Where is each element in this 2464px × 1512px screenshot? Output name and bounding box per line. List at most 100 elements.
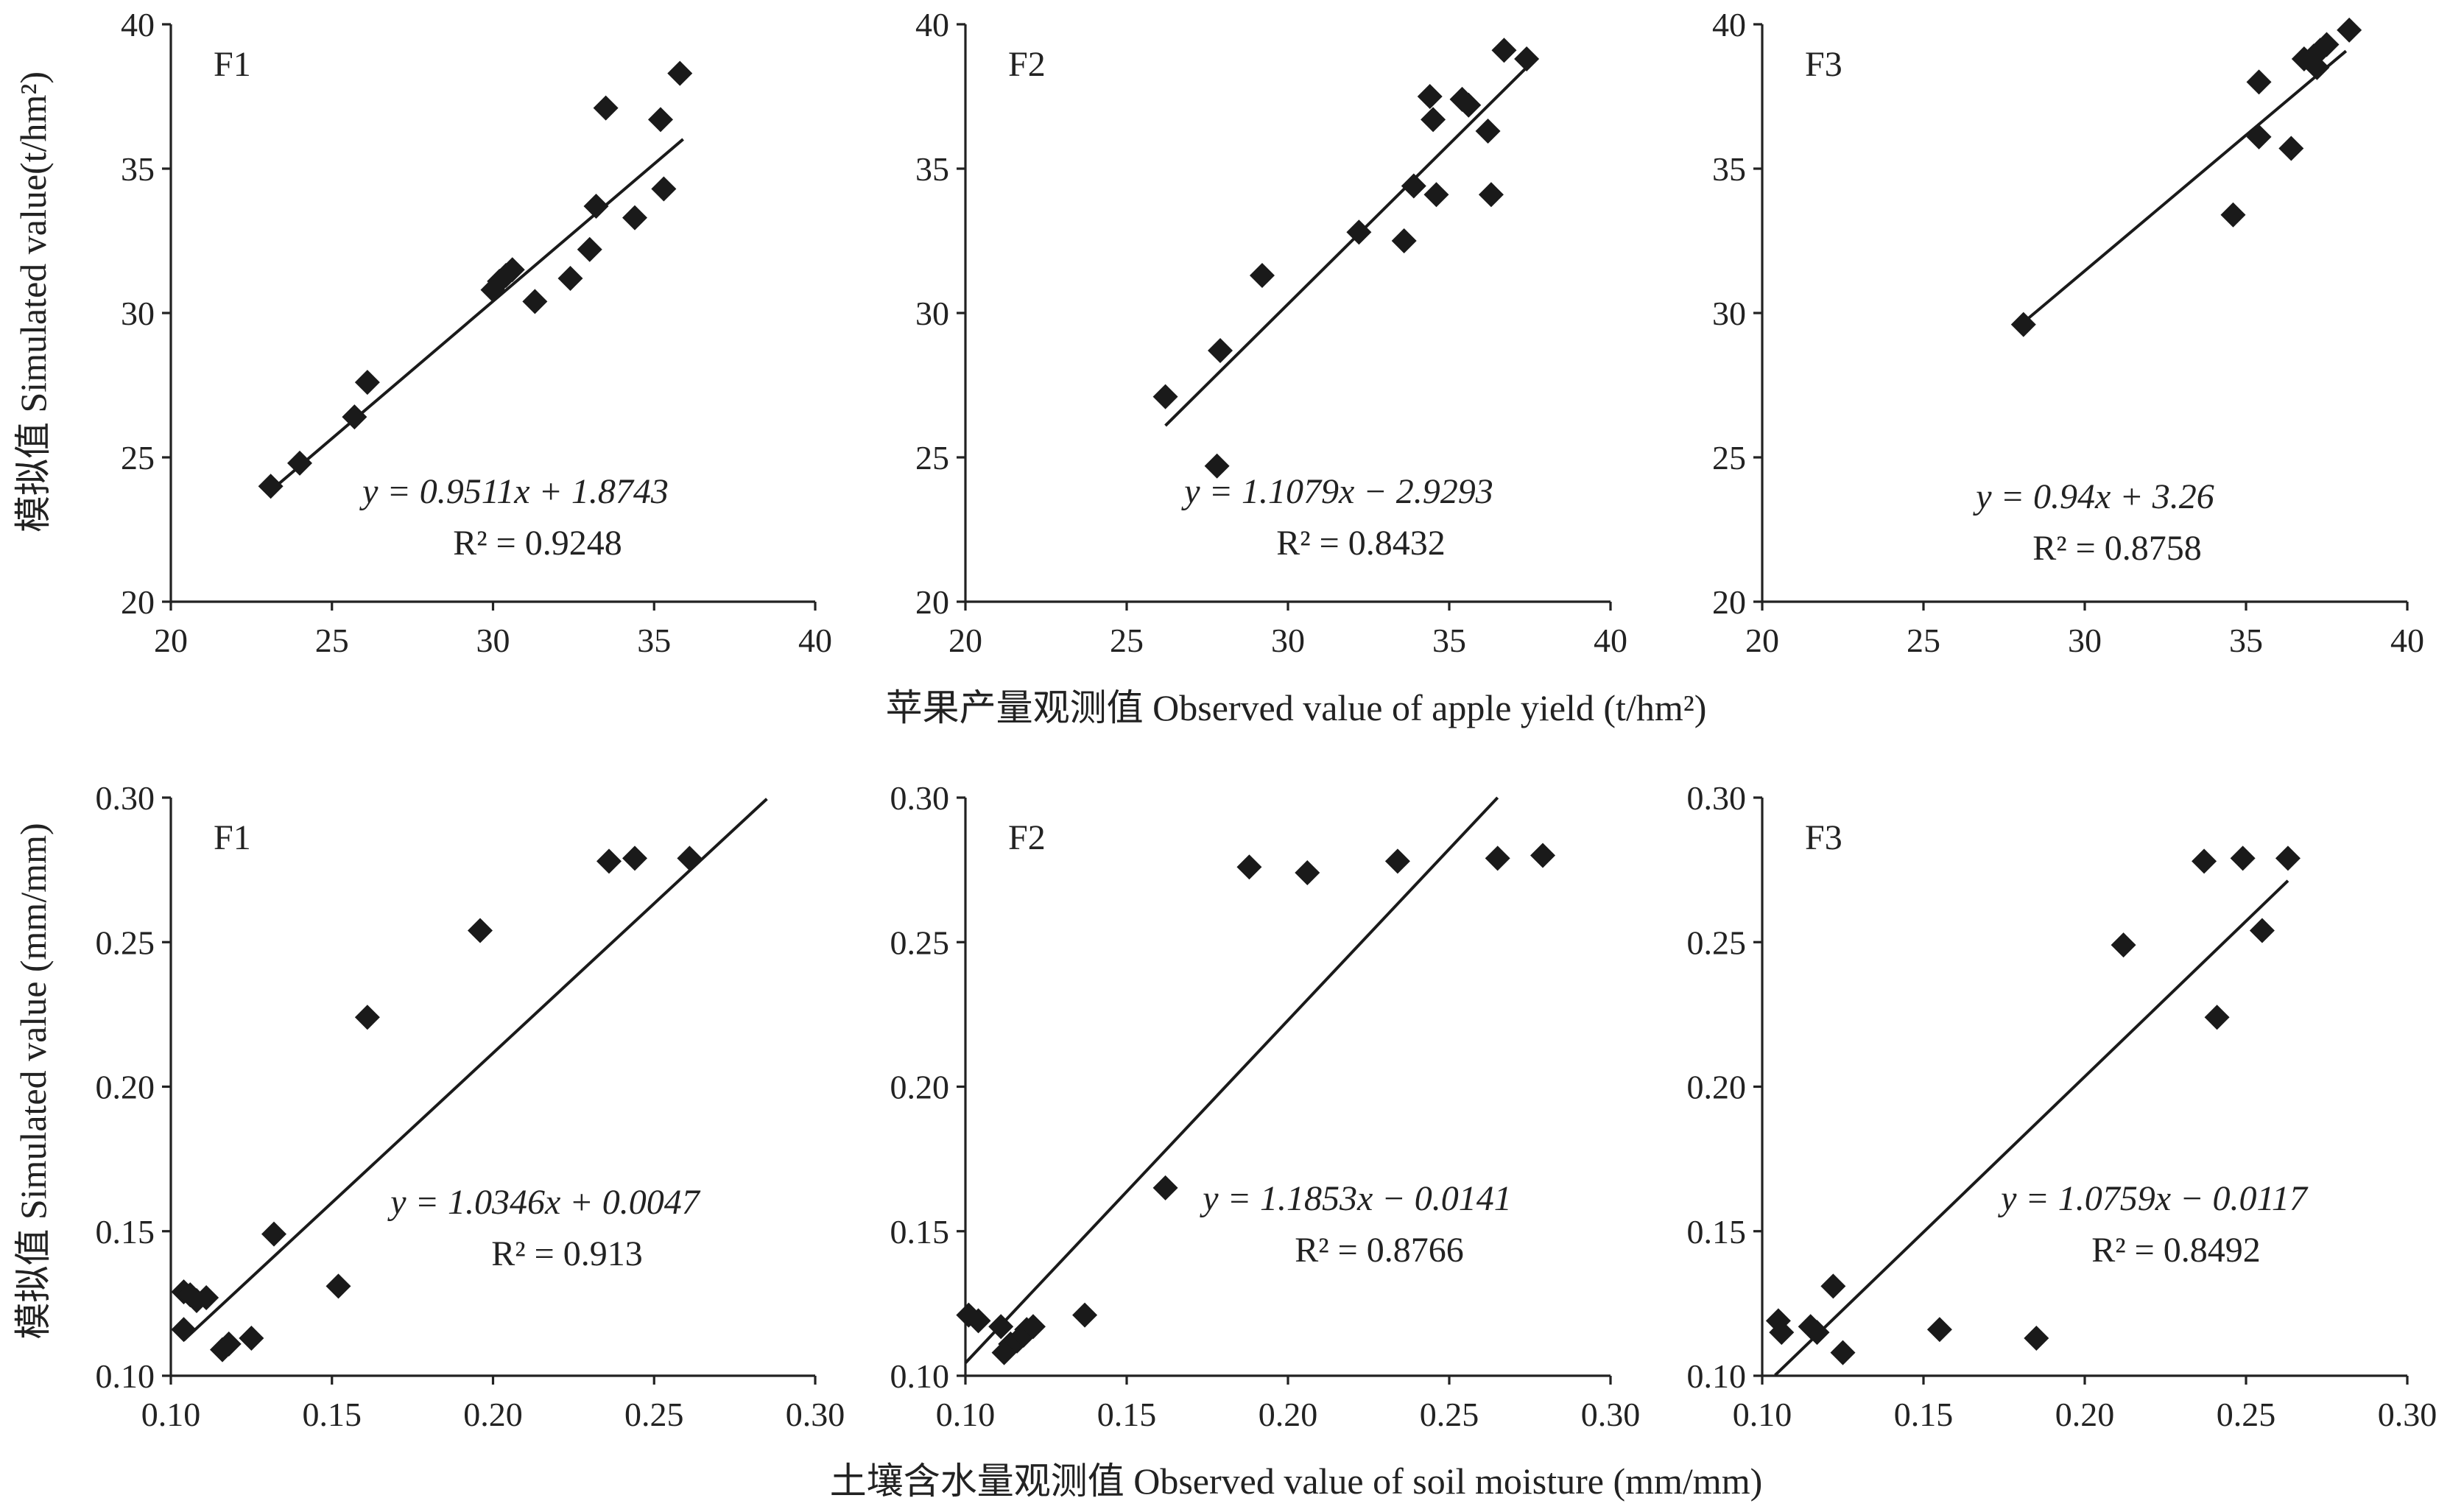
fit-equation: y = 0.94x + 3.26 bbox=[1972, 477, 2214, 516]
y-tick-label: 25 bbox=[121, 439, 155, 477]
data-point bbox=[1204, 453, 1230, 479]
regression-line bbox=[964, 796, 1499, 1364]
data-point bbox=[1020, 1314, 1046, 1340]
y-tick-label: 0.30 bbox=[1687, 779, 1747, 817]
data-point bbox=[1491, 38, 1517, 63]
data-point bbox=[2246, 69, 2272, 95]
data-point bbox=[651, 176, 677, 202]
x-tick-label: 0.30 bbox=[1581, 1396, 1641, 1433]
y-tick-label: 0.25 bbox=[890, 924, 950, 961]
data-point bbox=[2249, 918, 2275, 943]
y-axis-title-top: 模拟值 Simulated value(t/hm²) bbox=[13, 71, 54, 532]
data-point bbox=[194, 1285, 219, 1311]
y-tick-label: 30 bbox=[1712, 295, 1746, 332]
x-tick-label: 0.15 bbox=[1894, 1396, 1954, 1433]
r-squared-label: R² = 0.9248 bbox=[453, 524, 622, 563]
data-point bbox=[216, 1331, 242, 1357]
x-tick-label: 40 bbox=[2390, 622, 2424, 659]
x-tick-label: 0.20 bbox=[2055, 1396, 2115, 1433]
x-tick-label: 0.25 bbox=[2217, 1396, 2276, 1433]
data-point bbox=[1249, 263, 1275, 289]
x-tick-label: 0.20 bbox=[463, 1396, 523, 1433]
data-point bbox=[1152, 1175, 1178, 1200]
x-tick-label: 0.15 bbox=[303, 1396, 362, 1433]
x-tick-label: 0.10 bbox=[1733, 1396, 1792, 1433]
fit-equation: y = 1.1853x − 0.0141 bbox=[1199, 1179, 1511, 1218]
data-point bbox=[171, 1317, 197, 1343]
panel-bottom-f3: 0.10 0.15 0.20 0.25 0.30 0.10 0.15 0.20 0.25 0.30… bbox=[1687, 779, 2437, 1433]
data-point bbox=[468, 918, 493, 943]
y-tick-label: 0.30 bbox=[890, 779, 950, 817]
data-point bbox=[1830, 1340, 1856, 1365]
x-tick-label: 25 bbox=[315, 622, 349, 659]
data-point bbox=[1475, 119, 1501, 144]
y-tick-label: 40 bbox=[915, 6, 949, 43]
regression-line bbox=[1774, 879, 2289, 1376]
x-tick-label: 0.10 bbox=[936, 1396, 996, 1433]
data-point bbox=[1478, 182, 1504, 208]
data-point bbox=[1208, 337, 1233, 363]
x-tick-label: 30 bbox=[476, 622, 510, 659]
panel-label: F2 bbox=[1008, 45, 1046, 84]
x-tick-label: 30 bbox=[2068, 622, 2102, 659]
y-tick-label: 20 bbox=[121, 583, 155, 621]
x-tick-label: 30 bbox=[1271, 622, 1305, 659]
y-tick-label: 40 bbox=[121, 6, 155, 43]
data-point bbox=[2220, 202, 2246, 228]
panel-top-f2: 20 25 30 35 40 20 25 30 35 40 F2 y = 1.1079x − 2.92… bbox=[915, 6, 1627, 659]
data-point bbox=[583, 193, 609, 219]
x-tick-label: 40 bbox=[798, 622, 832, 659]
data-point bbox=[1346, 219, 1372, 245]
data-point bbox=[2246, 124, 2272, 150]
data-point bbox=[287, 450, 312, 476]
panel-label: F3 bbox=[1805, 818, 1842, 857]
data-point bbox=[342, 404, 367, 430]
x-tick-label: 40 bbox=[1594, 622, 1627, 659]
data-point bbox=[1384, 848, 1410, 874]
x-tick-label: 0.25 bbox=[1420, 1396, 1479, 1433]
data-point bbox=[622, 845, 647, 871]
data-point bbox=[2204, 1005, 2230, 1030]
data-point bbox=[2230, 845, 2256, 871]
data-point bbox=[1152, 384, 1178, 409]
data-point bbox=[1456, 92, 1482, 118]
x-tick-label: 0.30 bbox=[2378, 1396, 2437, 1433]
x-tick-label: 25 bbox=[1907, 622, 1940, 659]
y-tick-label: 35 bbox=[915, 150, 949, 188]
data-point bbox=[988, 1314, 1014, 1340]
data-point bbox=[261, 1221, 286, 1247]
panel-top-f3: 20 25 30 35 40 20 25 30 35 40 F3 y = 0.94x + 3.26 R²… bbox=[1712, 6, 2424, 659]
r-squared-label: R² = 0.8492 bbox=[2091, 1231, 2260, 1270]
y-tick-label: 0.30 bbox=[96, 779, 155, 817]
r-squared-label: R² = 0.8432 bbox=[1276, 524, 1445, 563]
x-tick-label: 35 bbox=[637, 622, 671, 659]
data-point bbox=[1295, 860, 1320, 886]
data-point bbox=[2192, 848, 2217, 874]
panel-bottom-f1: 0.10 0.15 0.20 0.25 0.30 0.10 0.15 0.20 0.25 0.30… bbox=[96, 779, 845, 1433]
x-tick-label: 0.20 bbox=[1259, 1396, 1318, 1433]
fit-equation: y = 0.9511x + 1.8743 bbox=[359, 472, 669, 511]
y-tick-label: 0.10 bbox=[1687, 1357, 1747, 1395]
y-tick-label: 35 bbox=[121, 150, 155, 188]
data-point bbox=[648, 107, 673, 133]
data-point bbox=[677, 845, 703, 871]
panel-label: F1 bbox=[214, 818, 251, 857]
data-point bbox=[354, 370, 380, 395]
data-point bbox=[325, 1273, 351, 1299]
fit-equation: y = 1.1079x − 2.9293 bbox=[1180, 472, 1493, 511]
data-point bbox=[2275, 845, 2301, 871]
data-point bbox=[1391, 228, 1417, 253]
y-tick-label: 25 bbox=[1712, 439, 1746, 477]
x-tick-label: 0.15 bbox=[1097, 1396, 1157, 1433]
regression-line bbox=[1164, 66, 1528, 427]
r-squared-label: R² = 0.8758 bbox=[2032, 529, 2201, 568]
x-tick-label: 25 bbox=[1110, 622, 1144, 659]
y-tick-label: 0.20 bbox=[96, 1069, 155, 1106]
data-point bbox=[258, 474, 284, 499]
r-squared-label: R² = 0.913 bbox=[491, 1234, 642, 1273]
y-tick-label: 0.15 bbox=[890, 1213, 950, 1251]
data-point bbox=[1421, 107, 1446, 133]
data-point bbox=[2111, 932, 2136, 958]
data-point bbox=[2337, 17, 2362, 43]
